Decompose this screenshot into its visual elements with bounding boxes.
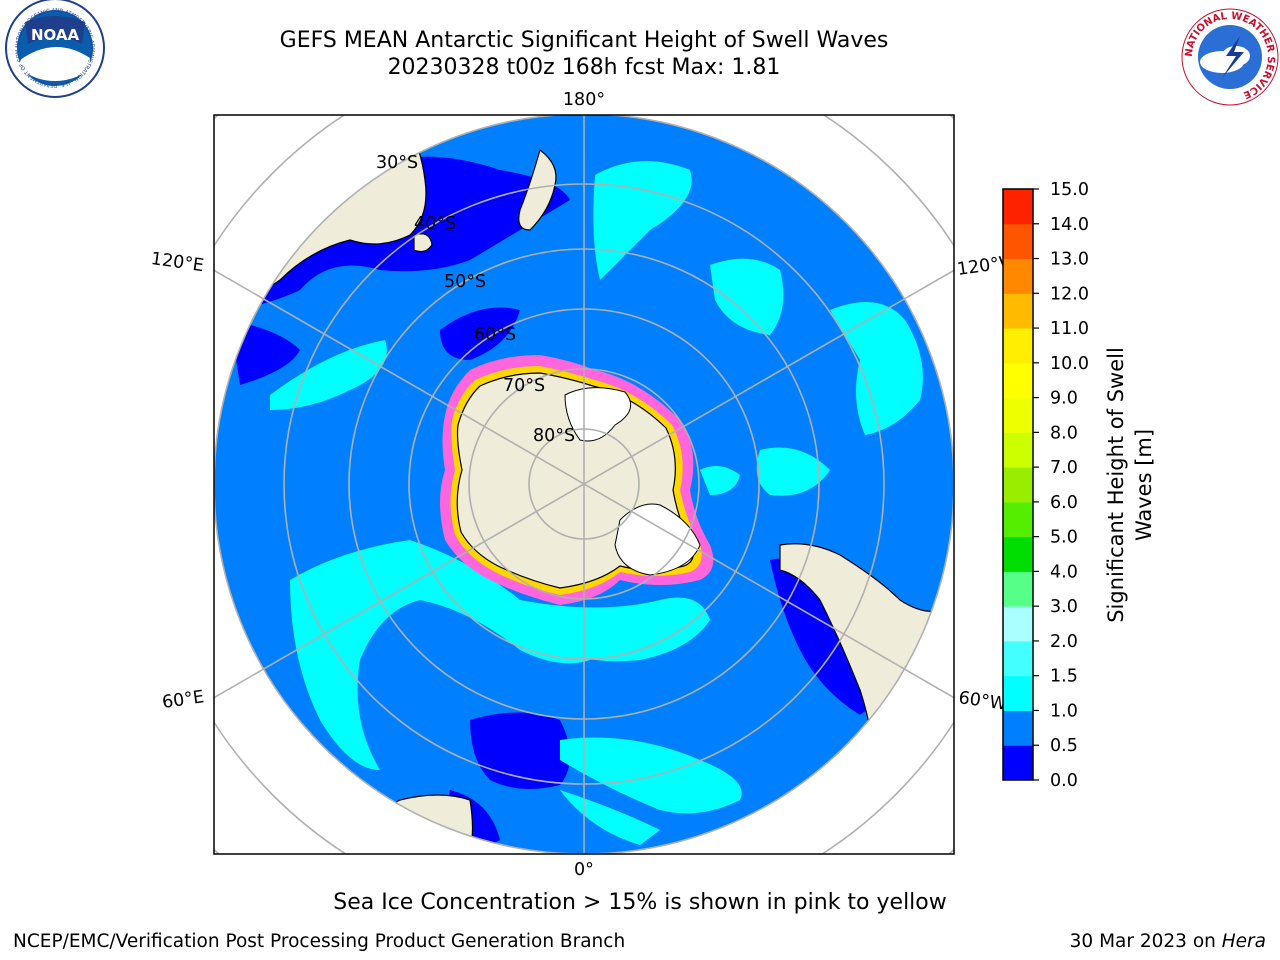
colorbar-segment bbox=[1003, 536, 1033, 572]
map-frame bbox=[213, 114, 955, 855]
colorbar-segment bbox=[1003, 397, 1033, 433]
noaa-logo-text: NOAA bbox=[31, 26, 80, 44]
colorbar-segment bbox=[1003, 745, 1033, 781]
colorbar-segment bbox=[1003, 223, 1033, 260]
colorbar-tick-label: 7.0 bbox=[1050, 458, 1078, 478]
lat-label-60: 60°S bbox=[474, 325, 516, 345]
latitude-labels: 30°S 40°S 50°S 60°S 70°S 80°S bbox=[376, 153, 575, 446]
lon-label-lower-right: 60°W bbox=[957, 688, 1008, 715]
colorbar-tick-label: 0.0 bbox=[1050, 771, 1078, 791]
colorbar-segment bbox=[1003, 362, 1033, 399]
colorbar-tick-label: 1.5 bbox=[1050, 667, 1078, 687]
colorbar-tick-label: 0.5 bbox=[1050, 736, 1078, 756]
colorbar-tick-label: 12.0 bbox=[1050, 284, 1089, 304]
lat-label-70: 70°S bbox=[503, 376, 545, 396]
lightning-icon bbox=[1222, 36, 1244, 78]
colorbar-segment bbox=[1003, 258, 1033, 294]
tasmania bbox=[413, 233, 433, 253]
moderate-swell-regions bbox=[270, 161, 923, 845]
colorbar-tick-label: 10.0 bbox=[1050, 354, 1089, 374]
colorbar-segment bbox=[1003, 710, 1033, 746]
colorbar-tick-label: 13.0 bbox=[1050, 250, 1089, 270]
nws-logo: NATIONAL WEATHER SERVICE bbox=[1181, 8, 1279, 106]
colorbar-segment bbox=[1003, 675, 1033, 711]
colorbar bbox=[1002, 188, 1039, 781]
chart-title: GEFS MEAN Antarctic Significant Height o… bbox=[279, 28, 889, 53]
colorbar-segment bbox=[1003, 467, 1033, 503]
antarctica bbox=[440, 355, 714, 605]
footer-left: NCEP/EMC/Verification Post Processing Pr… bbox=[13, 931, 626, 952]
footer-date: 30 Mar 2023 on bbox=[1069, 931, 1222, 952]
footer-right: 30 Mar 2023 on Hera bbox=[1070, 931, 1266, 952]
colorbar-tick-label: 11.0 bbox=[1050, 319, 1089, 339]
colorbar-tick-label: 8.0 bbox=[1050, 423, 1078, 443]
colorbar-segment bbox=[1003, 571, 1033, 607]
colorbar-tick-label: 4.0 bbox=[1050, 562, 1078, 582]
ross-ice-shelf bbox=[564, 387, 632, 442]
lat-label-40: 40°S bbox=[414, 214, 456, 234]
colorbar-segment bbox=[1003, 328, 1033, 364]
colorbar-segment bbox=[1003, 501, 1033, 538]
lat-label-50: 50°S bbox=[444, 272, 486, 292]
lon-label-top: 180° bbox=[563, 90, 605, 110]
lat-label-80: 80°S bbox=[533, 426, 575, 446]
colorbar-tick-label: 9.0 bbox=[1050, 389, 1078, 409]
colorbar-segment bbox=[1003, 606, 1033, 642]
footer-machine: Hera bbox=[1221, 931, 1266, 952]
colorbar-segment bbox=[1003, 640, 1033, 677]
chart-subtitle: 20230328 t00z 168h fcst Max: 1.81 bbox=[387, 55, 781, 80]
lon-label-bottom: 0° bbox=[574, 860, 594, 880]
lon-label-lower-left: 60°E bbox=[161, 687, 205, 713]
colorbar-tick-label: 6.0 bbox=[1050, 493, 1078, 513]
new-zealand bbox=[518, 148, 557, 231]
sea-ice-note: Sea Ice Concentration > 15% is shown in … bbox=[333, 890, 947, 915]
lat-label-30: 30°S bbox=[376, 153, 418, 173]
colorbar-tick-label: 15.0 bbox=[1050, 180, 1089, 200]
colorbar-frame bbox=[1002, 188, 1034, 781]
colorbar-segment bbox=[1003, 432, 1033, 468]
colorbar-tick-label: 3.0 bbox=[1050, 597, 1078, 617]
colorbar-tick-label: 14.0 bbox=[1050, 215, 1089, 235]
noaa-logo: NOAA NATIONAL OCEANIC AND ATMOSPHERIC AD… bbox=[0, 0, 105, 98]
colorbar-segment bbox=[1003, 293, 1033, 329]
colorbar-label-line1: Significant Height of Swell bbox=[1104, 347, 1128, 623]
colorbar-tick-labels: 0.0 0.5 1.0 1.5 2.0 3.0 4.0 5.0 6.0 7.0 8.0 9.0 10.0… bbox=[1050, 180, 1089, 791]
lon-label-upper-left: 120°E bbox=[150, 249, 205, 276]
colorbar-tick-label: 5.0 bbox=[1050, 528, 1078, 548]
colorbar-tick-label: 1.0 bbox=[1050, 701, 1078, 721]
colorbar-segment bbox=[1003, 189, 1033, 225]
colorbar-tick-label: 2.0 bbox=[1050, 632, 1078, 652]
filchner-ronne-ice-shelf bbox=[614, 503, 701, 576]
colorbar-label-line2: Waves [m] bbox=[1132, 429, 1156, 541]
colorbar-label: Significant Height of Swell Waves [m] bbox=[1104, 347, 1156, 623]
